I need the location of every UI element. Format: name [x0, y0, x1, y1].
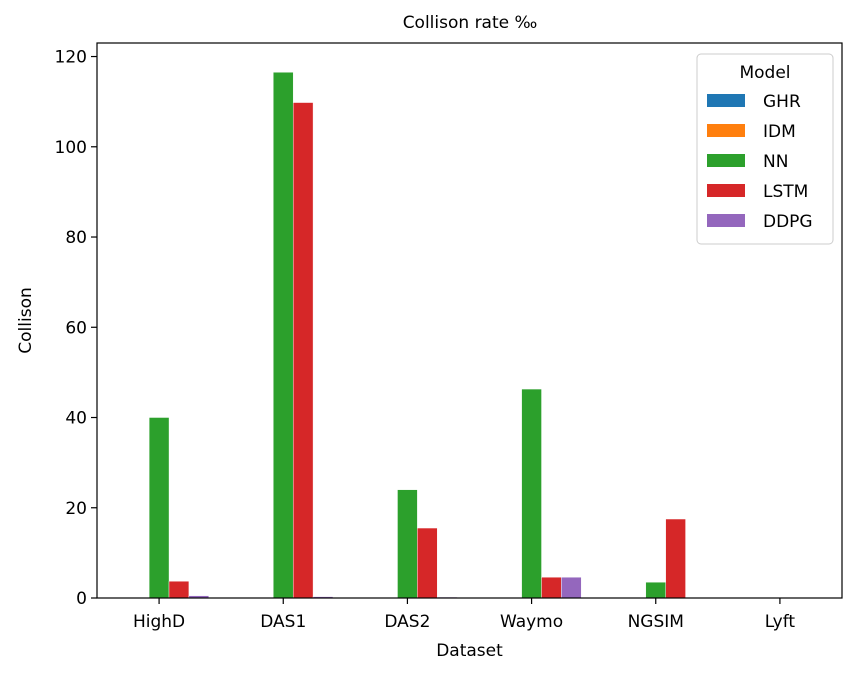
x-tick-label-das1: DAS1: [260, 612, 306, 632]
bar-nn-ngsim: [645, 582, 666, 599]
bar-lstm-ngsim: [665, 518, 686, 599]
bars-group: [148, 72, 686, 599]
bar-nn-highd: [148, 417, 170, 599]
legend-label-idm: IDM: [763, 122, 796, 142]
plot-frame: [96, 42, 843, 599]
x-tick-label-waymo: Waymo: [500, 612, 563, 632]
legend-label-ghr: GHR: [763, 92, 801, 112]
bar-lstm-waymo: [541, 577, 562, 599]
chart-title: Collison rate ‰: [403, 13, 538, 33]
bar-lstm-das2: [417, 527, 438, 599]
legend-swatch-ddpg: [707, 214, 745, 227]
y-tick-label-100: 100: [55, 138, 87, 158]
y-axis: 0 20 40 60 80 100 120: [55, 48, 97, 609]
bar-lstm-highd: [168, 581, 190, 599]
bar-ddpg-waymo: [561, 577, 582, 599]
legend-title: Model: [739, 63, 790, 83]
y-tick-label-20: 20: [65, 499, 87, 519]
y-tick-label-80: 80: [65, 228, 87, 248]
x-tick-label-ngsim: NGSIM: [628, 612, 684, 632]
y-tick-label-0: 0: [76, 589, 87, 609]
legend-label-ddpg: DDPG: [763, 212, 813, 232]
x-axis-label: Dataset: [436, 641, 503, 661]
y-tick-label-60: 60: [65, 318, 87, 338]
y-tick-label-40: 40: [65, 409, 87, 429]
legend-swatch-lstm: [707, 184, 745, 197]
legend-swatch-idm: [707, 124, 745, 137]
bar-lstm-das1: [292, 102, 314, 599]
x-axis: HighD DAS1 DAS2 Waymo NGSIM Lyft: [133, 598, 795, 632]
legend-label-lstm: LSTM: [763, 182, 808, 202]
legend-swatch-ghr: [707, 94, 745, 107]
bar-nn-waymo: [521, 388, 542, 599]
bar-nn-das2: [397, 489, 418, 599]
legend: Model GHR IDM NN LSTM DDPG: [696, 53, 834, 245]
bar-nn-das1: [273, 72, 294, 599]
x-tick-label-lyft: Lyft: [765, 612, 796, 632]
y-axis-label: Collison: [16, 287, 36, 353]
legend-swatch-nn: [707, 154, 745, 167]
y-tick-label-120: 120: [55, 48, 87, 68]
x-tick-label-das2: DAS2: [384, 612, 430, 632]
legend-label-nn: NN: [763, 152, 788, 172]
x-tick-label-highd: HighD: [133, 612, 185, 632]
